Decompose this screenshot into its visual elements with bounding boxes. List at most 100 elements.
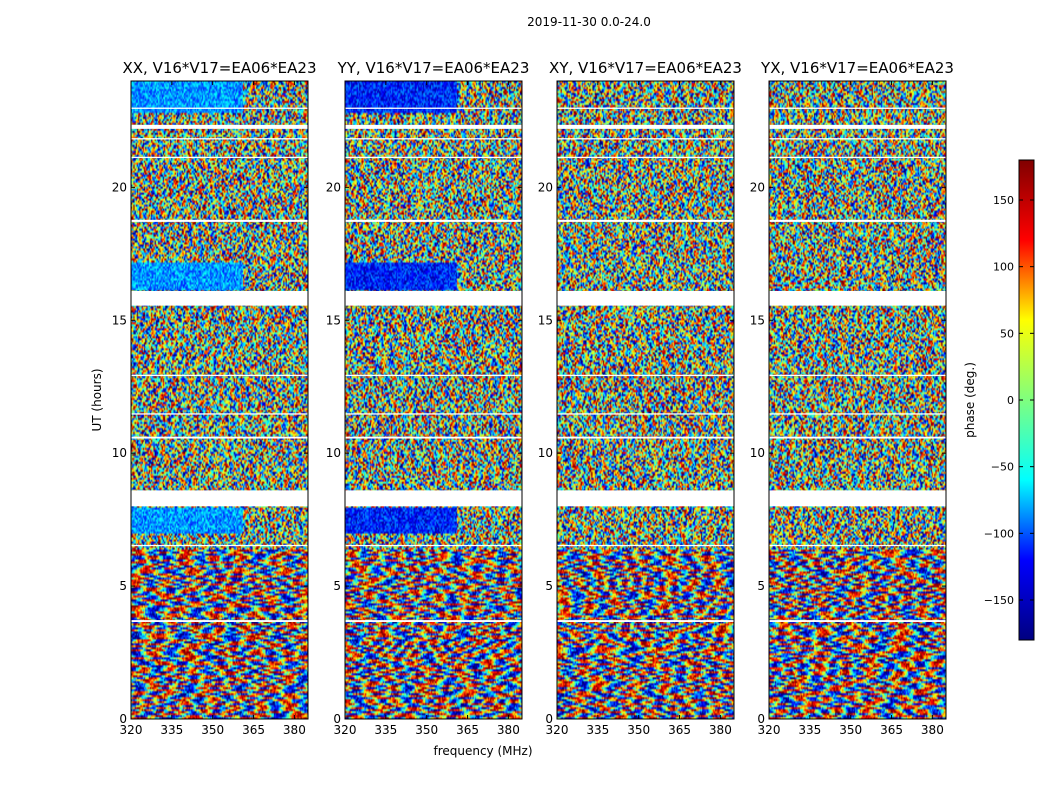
flagged-band <box>345 107 522 109</box>
flagged-band <box>131 544 308 547</box>
colorbar-tick-label: −100 <box>984 527 1014 540</box>
flagged-band <box>769 291 946 306</box>
flagged-band <box>557 291 734 306</box>
flagged-band <box>557 436 734 439</box>
x-tick-label: 365 <box>880 723 903 737</box>
y-tick-label: 0 <box>545 712 553 726</box>
y-tick-label: 10 <box>112 446 127 460</box>
flagged-band <box>769 107 946 109</box>
flagged-band <box>557 544 734 547</box>
heatmap-image <box>557 81 734 719</box>
heatmap-image <box>345 81 522 719</box>
flagged-band <box>131 107 308 109</box>
y-tick-label: 5 <box>757 579 765 593</box>
x-tick-label: 380 <box>921 723 944 737</box>
colorbar-label: phase (deg.) <box>963 362 977 438</box>
y-tick-label: 0 <box>757 712 765 726</box>
y-tick-label: 15 <box>750 313 765 327</box>
flagged-band <box>557 620 734 622</box>
flagged-band <box>557 138 734 140</box>
y-tick-label: 5 <box>119 579 127 593</box>
flagged-band <box>131 219 308 222</box>
panel-title: YY, V16*V17=EA06*EA23 <box>337 59 530 77</box>
flagged-band <box>345 544 522 547</box>
flagged-band <box>345 138 522 140</box>
panels-group: XX, V16*V17=EA06*EA23 320 335 350 365 380 0 5 10… <box>90 59 954 758</box>
flagged-band <box>345 156 522 159</box>
panel-frame <box>344 80 523 720</box>
figure-suptitle: 2019-11-30 0.0-24.0 <box>527 15 651 29</box>
colorbar-tick-label: 100 <box>993 261 1014 274</box>
flagged-band <box>769 156 946 159</box>
x-tick-label: 320 <box>120 723 143 737</box>
y-tick-label: 15 <box>538 313 553 327</box>
flagged-band <box>557 490 734 507</box>
flagged-band <box>345 413 522 415</box>
x-tick-label: 380 <box>497 723 520 737</box>
y-tick-label: 10 <box>750 446 765 460</box>
panel-yy: YY, V16*V17=EA06*EA23 320 335 350 365 380 0 5 10… <box>326 59 533 758</box>
y-tick-label: 10 <box>326 446 341 460</box>
x-tick-label: 335 <box>374 723 397 737</box>
heatmap-image <box>769 81 946 719</box>
y-tick-label: 20 <box>750 180 765 194</box>
flagged-band <box>131 436 308 439</box>
panel-title: XY, V16*V17=EA06*EA23 <box>549 59 742 77</box>
flagged-band <box>345 436 522 439</box>
panel-title: YX, V16*V17=EA06*EA23 <box>760 59 954 77</box>
flagged-band <box>557 156 734 159</box>
flagged-band <box>345 374 522 377</box>
y-tick-label: 20 <box>538 180 553 194</box>
x-tick-label: 365 <box>242 723 265 737</box>
panel-xy: XY, V16*V17=EA06*EA23 320 335 350 365 380 0 5 10… <box>538 59 742 737</box>
panel-yx: YX, V16*V17=EA06*EA23 320 335 350 365 380 0 5 10… <box>750 59 954 737</box>
x-tick-label: 320 <box>758 723 781 737</box>
flagged-band <box>345 620 522 622</box>
y-tick-label: 20 <box>326 180 341 194</box>
y-tick-label: 10 <box>538 446 553 460</box>
x-tick-label: 335 <box>798 723 821 737</box>
x-tick-label: 320 <box>546 723 569 737</box>
flagged-band <box>131 138 308 140</box>
flagged-band <box>557 219 734 222</box>
flagged-band <box>769 490 946 507</box>
flagged-band <box>557 374 734 377</box>
colorbar-tick-label: 50 <box>1000 327 1014 340</box>
flagged-band <box>131 156 308 159</box>
flagged-band <box>769 544 946 547</box>
panel-xx: XX, V16*V17=EA06*EA23 320 335 350 365 380 0 5 10… <box>90 59 317 737</box>
flagged-band <box>131 124 308 129</box>
colorbar-tick-label: 150 <box>993 194 1014 207</box>
flagged-band <box>769 620 946 622</box>
x-tick-label: 335 <box>160 723 183 737</box>
x-tick-label: 350 <box>839 723 862 737</box>
panel-frame <box>768 80 947 720</box>
flagged-band <box>769 374 946 377</box>
flagged-band <box>769 436 946 439</box>
flagged-band <box>557 107 734 109</box>
colorbar-tick-label: −150 <box>984 594 1014 607</box>
x-tick-label: 380 <box>283 723 306 737</box>
colorbar: 150 100 50 0 −50 −100 −150 phase (deg.) <box>963 159 1035 641</box>
x-tick-label: 380 <box>709 723 732 737</box>
flagged-band <box>131 413 308 415</box>
y-tick-label: 20 <box>112 180 127 194</box>
y-tick-label: 15 <box>112 313 127 327</box>
flagged-band <box>131 620 308 622</box>
x-tick-label: 365 <box>668 723 691 737</box>
x-tick-label: 350 <box>201 723 224 737</box>
x-tick-label: 365 <box>456 723 479 737</box>
x-axis-label: frequency (MHz) <box>433 744 532 758</box>
flagged-band <box>769 413 946 415</box>
y-axis-label: UT (hours) <box>90 368 104 431</box>
x-tick-label: 350 <box>627 723 650 737</box>
colorbar-tick-label: −50 <box>991 461 1014 474</box>
flagged-band <box>769 124 946 129</box>
y-tick-label: 5 <box>545 579 553 593</box>
panel-frame <box>556 80 735 720</box>
flagged-band <box>131 374 308 377</box>
x-tick-label: 335 <box>586 723 609 737</box>
flagged-band <box>769 219 946 222</box>
panel-frame <box>130 80 309 720</box>
